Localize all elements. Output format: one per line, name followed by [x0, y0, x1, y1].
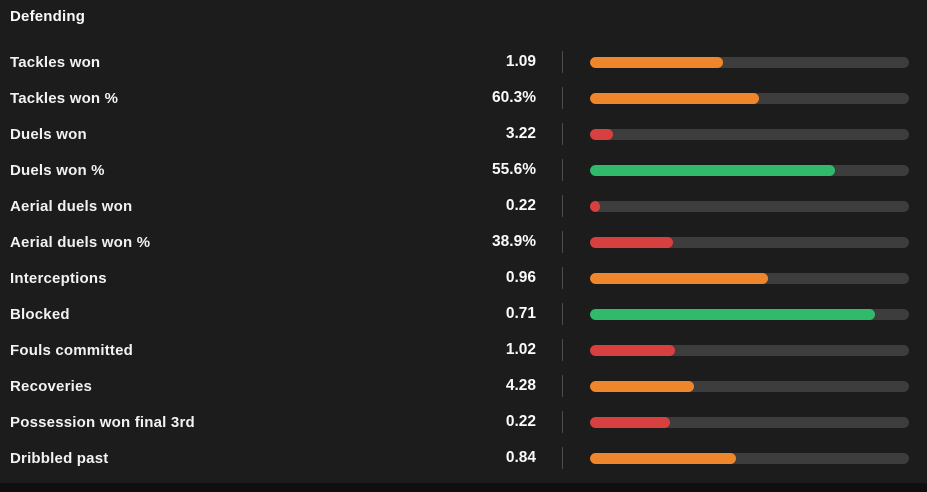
stat-value: 0.22 — [505, 197, 536, 214]
stat-value: 1.09 — [505, 53, 536, 70]
stat-row: Blocked 0.71 — [0, 296, 927, 332]
separator-line — [562, 51, 563, 73]
stat-label: Aerial duels won — [10, 197, 133, 215]
stat-row: Possession won final 3rd 0.22 — [0, 404, 927, 440]
stat-value: 0.22 — [505, 413, 536, 430]
stat-label: Possession won final 3rd — [10, 413, 195, 431]
separator-line — [562, 87, 563, 109]
stat-bar-track — [590, 164, 909, 176]
stat-value: 0.71 — [505, 305, 536, 322]
stat-value: 38.9% — [492, 233, 536, 250]
stat-label: Duels won — [10, 125, 87, 143]
separator-cell — [536, 296, 590, 332]
separator-line — [562, 267, 563, 289]
stat-bar-track — [590, 236, 909, 248]
stat-row: Aerial duels won % 38.9% — [0, 224, 927, 260]
stat-row: Dribbled past 0.84 — [0, 440, 927, 476]
stat-bar-track — [590, 200, 909, 212]
separator-line — [562, 231, 563, 253]
separator-cell — [536, 188, 590, 224]
stat-bar-track — [590, 128, 909, 140]
separator-line — [562, 303, 563, 325]
separator-cell — [536, 80, 590, 116]
stat-bar-fill — [590, 272, 768, 284]
stat-bar-fill — [590, 92, 760, 104]
stat-label: Duels won % — [10, 161, 105, 179]
stat-bar-fill — [590, 452, 737, 464]
stat-rows-container: Tackles won 1.09 Tackles won % 60.3% Due… — [0, 44, 927, 476]
separator-cell — [536, 440, 590, 476]
separator-cell — [536, 116, 590, 152]
stat-label: Aerial duels won % — [10, 233, 151, 251]
stat-label: Dribbled past — [10, 449, 109, 467]
stat-bar-track — [590, 272, 909, 284]
separator-cell — [536, 404, 590, 440]
stat-row: Duels won % 55.6% — [0, 152, 927, 188]
stat-bar-fill — [590, 56, 724, 68]
stat-bar-track — [590, 344, 909, 356]
stat-row: Recoveries 4.28 — [0, 368, 927, 404]
stat-label: Recoveries — [10, 377, 93, 395]
separator-cell — [536, 332, 590, 368]
separator-cell — [536, 368, 590, 404]
separator-line — [562, 123, 563, 145]
separator-line — [562, 339, 563, 361]
stat-bar-track — [590, 416, 909, 428]
separator-line — [562, 375, 563, 397]
stat-bar-fill — [590, 200, 600, 212]
separator-cell — [536, 260, 590, 296]
stat-bar-track — [590, 308, 909, 320]
stat-bar-fill — [590, 128, 613, 140]
separator-line — [562, 195, 563, 217]
stat-bar-track — [590, 92, 909, 104]
panel-title: Defending — [10, 8, 86, 25]
separator-cell — [536, 224, 590, 260]
separator-line — [562, 411, 563, 433]
stat-value: 1.02 — [505, 341, 536, 358]
stat-bar-track — [590, 380, 909, 392]
stat-label: Blocked — [10, 305, 70, 323]
stat-row: Tackles won 1.09 — [0, 44, 927, 80]
stat-label: Tackles won % — [10, 89, 119, 107]
stat-value: 55.6% — [492, 161, 536, 178]
stat-label: Tackles won — [10, 53, 101, 71]
stat-value: 4.28 — [505, 377, 536, 394]
stat-bar-fill — [590, 164, 835, 176]
stat-bar-fill — [590, 416, 671, 428]
stat-bar-track — [590, 56, 909, 68]
stat-bar-track — [590, 452, 909, 464]
stat-bar-fill — [590, 344, 675, 356]
stat-row: Duels won 3.22 — [0, 116, 927, 152]
stat-row: Interceptions 0.96 — [0, 260, 927, 296]
stat-value: 0.84 — [505, 449, 536, 466]
stat-value: 3.22 — [505, 125, 536, 142]
panel-bottom-edge — [0, 483, 927, 492]
stat-label: Interceptions — [10, 269, 107, 287]
stat-value: 60.3% — [492, 89, 536, 106]
stat-value: 0.96 — [505, 269, 536, 286]
stat-row: Tackles won % 60.3% — [0, 80, 927, 116]
stat-bar-fill — [590, 308, 875, 320]
stat-bar-fill — [590, 236, 673, 248]
stat-row: Aerial duels won 0.22 — [0, 188, 927, 224]
separator-cell — [536, 152, 590, 188]
stat-bar-fill — [590, 380, 694, 392]
stat-row: Fouls committed 1.02 — [0, 332, 927, 368]
separator-line — [562, 159, 563, 181]
separator-cell — [536, 44, 590, 80]
separator-line — [562, 447, 563, 469]
stat-label: Fouls committed — [10, 341, 134, 359]
